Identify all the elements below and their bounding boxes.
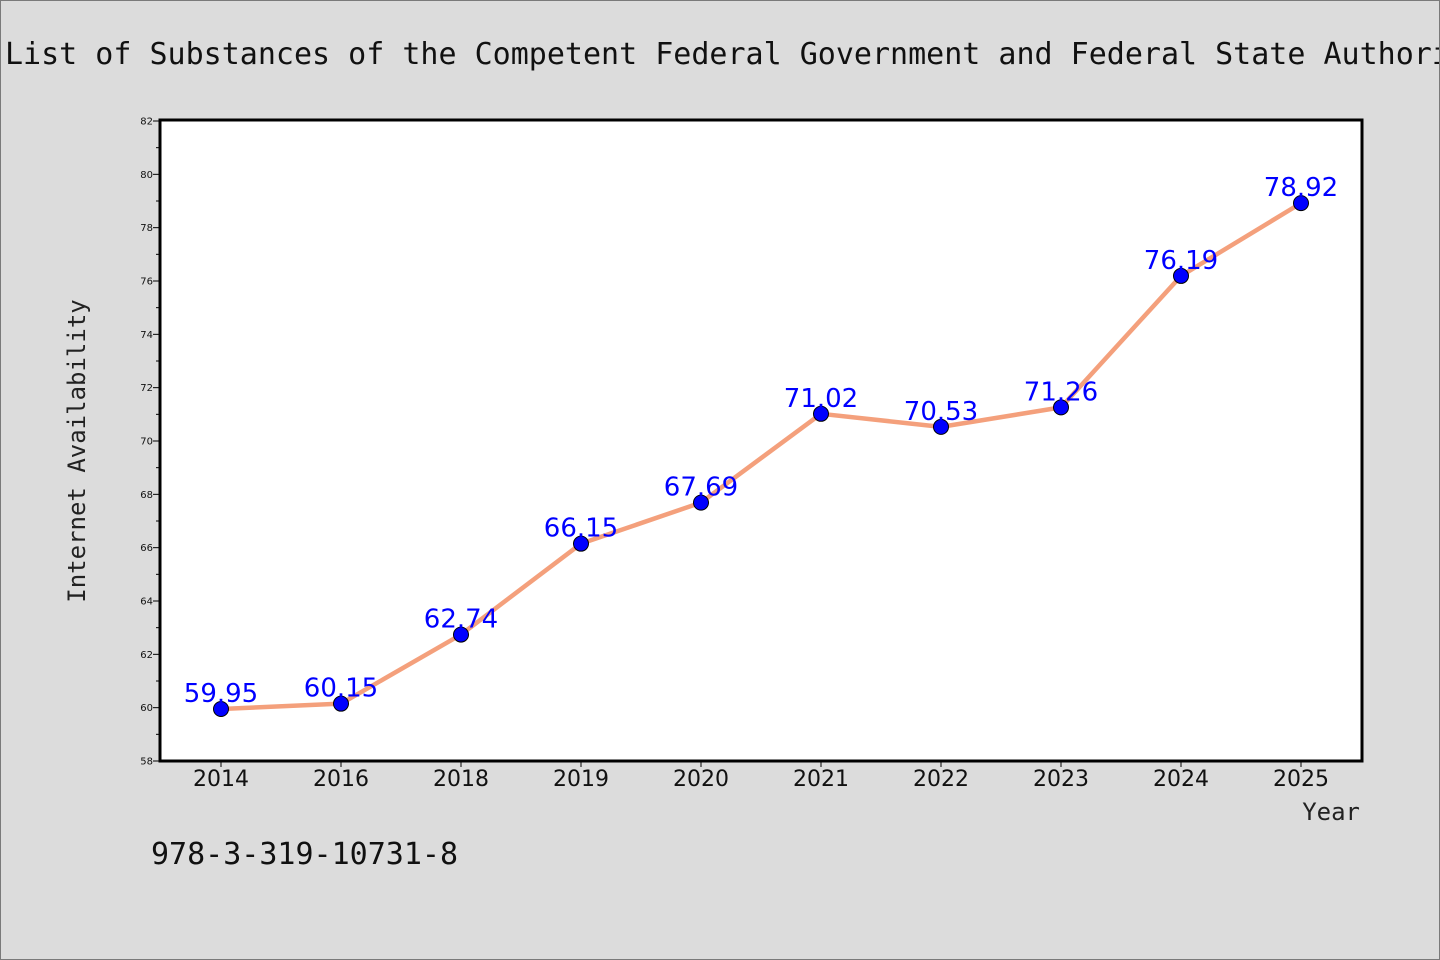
- series-polyline: [220, 201, 1303, 712]
- x-axis: 2014 2016 2018 2019 2020 2021 2022 2023 2024 2025: [193, 761, 1329, 792]
- x-tick-label: 2022: [913, 767, 969, 792]
- data-label: 76.19: [1144, 246, 1218, 276]
- y-tick-label: 72: [140, 383, 153, 394]
- y-tick-label: 60: [140, 703, 153, 714]
- x-tick-label: 2019: [553, 767, 609, 792]
- x-tick-label: 2014: [193, 767, 249, 792]
- data-label: 59.95: [184, 679, 258, 709]
- x-axis-label: Year: [1302, 798, 1360, 826]
- x-tick-label: 2024: [1153, 767, 1209, 792]
- data-label: 67.69: [664, 473, 738, 503]
- y-tick-label: 78: [140, 223, 153, 234]
- data-point: [813, 405, 829, 422]
- series-line: 59.95 60.15 62.74 66.15 67.69 71.02 70.53 71.26…: [184, 173, 1338, 717]
- data-point: [573, 535, 589, 552]
- data-label: 62.74: [424, 605, 498, 635]
- data-point: [213, 701, 229, 717]
- data-point: [333, 695, 349, 712]
- x-tick-label: 2018: [433, 767, 489, 792]
- data-label: 66.15: [544, 514, 618, 544]
- y-tick-label: 68: [140, 490, 153, 501]
- y-tick-label: 66: [140, 543, 153, 554]
- data-label: 78.92: [1264, 173, 1338, 203]
- data-label: 71.02: [784, 384, 858, 414]
- plot-area: [158, 118, 1364, 763]
- data-label: 71.26: [1024, 377, 1098, 407]
- data-label: 70.53: [904, 397, 978, 427]
- y-tick-label: 58: [140, 757, 153, 768]
- x-tick-label: 2025: [1273, 767, 1329, 792]
- data-point: [1173, 267, 1189, 284]
- y-tick-label: 62: [140, 650, 153, 661]
- data-point: [453, 626, 469, 643]
- x-tick-label: 2023: [1033, 767, 1089, 792]
- data-point: [1053, 399, 1069, 416]
- y-tick-label: 76: [140, 277, 153, 288]
- y-tick-label: 70: [140, 437, 153, 448]
- y-axis: 58 60 62 64 66 68 70 72 74 76 78 80 82: [140, 117, 161, 768]
- data-point: [1293, 195, 1309, 212]
- isbn-text: 978-3-319-10731-8: [151, 837, 458, 872]
- chart-title: List of Substances of the Competent Fede…: [5, 37, 1440, 72]
- x-tick-label: 2016: [313, 767, 369, 792]
- y-tick-label: 74: [140, 330, 153, 341]
- x-tick-label: 2021: [793, 767, 849, 792]
- data-label: 60.15: [304, 674, 378, 704]
- data-point: [933, 418, 949, 435]
- y-axis-label: Internet Availability: [63, 299, 91, 602]
- y-tick-label: 82: [140, 117, 153, 128]
- y-tick-label: 80: [140, 170, 153, 181]
- x-tick-label: 2020: [673, 767, 729, 792]
- data-point: [693, 494, 709, 511]
- y-tick-label: 64: [140, 597, 153, 608]
